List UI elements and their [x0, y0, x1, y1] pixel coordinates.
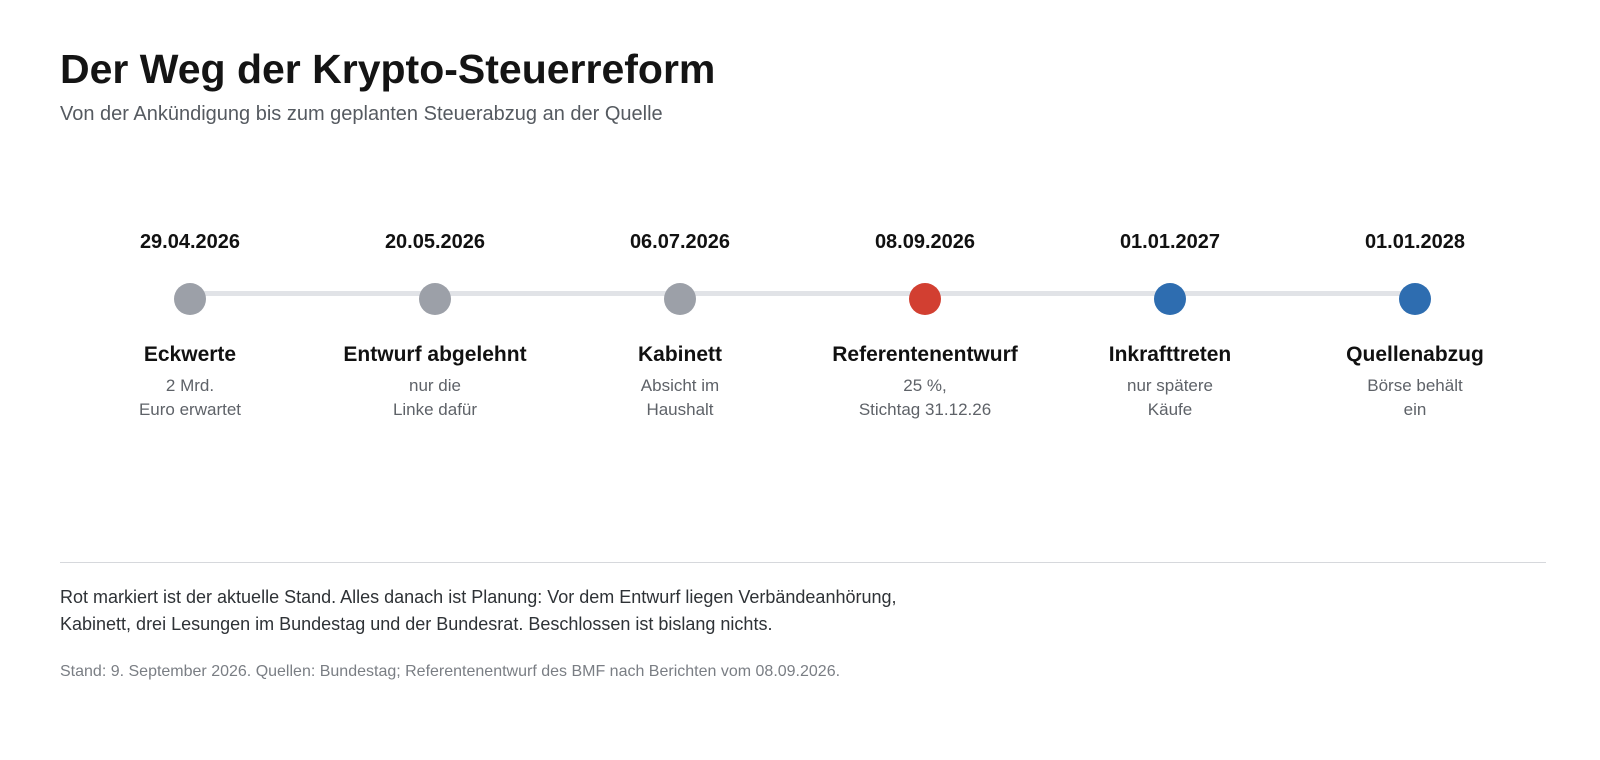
timeline-step-entwurf-abgelehnt: 20.05.2026 Entwurf abgelehnt nur die Lin…	[315, 225, 555, 422]
step-note-line: Käufe	[1147, 400, 1193, 419]
step-note-line: Stichtag 31.12.26	[858, 400, 992, 419]
step-note-line: 2 Mrd.	[165, 376, 215, 395]
step-note-line: Absicht im	[640, 376, 720, 395]
page-title: Der Weg der Krypto-Steuerreform	[60, 46, 716, 92]
step-marker	[1154, 283, 1186, 315]
page-subtitle: Von der Ankündigung bis zum geplanten St…	[60, 103, 663, 125]
step-note-line: Börse behält	[1367, 376, 1463, 395]
step-note-line: 25 %,	[903, 376, 947, 395]
step-label: Entwurf abgelehnt	[343, 343, 527, 366]
step-note: 2 Mrd. Euro erwartet	[70, 374, 310, 422]
step-label: Referentenentwurf	[832, 343, 1018, 366]
step-label: Kabinett	[638, 343, 722, 366]
step-note: nur die Linke dafür	[315, 374, 555, 422]
note-line: Rot markiert ist der aktuelle Stand. All…	[60, 587, 897, 607]
step-label: Inkrafttreten	[1108, 343, 1232, 366]
timeline-track	[190, 291, 1416, 296]
step-note-line: nur die	[409, 376, 461, 395]
step-note-line: Linke dafür	[392, 400, 478, 419]
step-note: Börse behält ein	[1295, 374, 1535, 422]
timeline: 29.04.2026 Eckwerte 2 Mrd. Euro erwartet…	[0, 225, 1600, 445]
step-date: 20.05.2026	[384, 231, 486, 253]
step-note: Absicht im Haushalt	[560, 374, 800, 422]
step-label: Eckwerte	[143, 343, 237, 366]
timeline-step-kabinett: 06.07.2026 Kabinett Absicht im Haushalt	[560, 225, 800, 422]
timeline-step-eckwerte: 29.04.2026 Eckwerte 2 Mrd. Euro erwartet	[70, 225, 310, 422]
step-note-line: ein	[1403, 400, 1427, 419]
source-line: Stand: 9. September 2026. Quellen: Bunde…	[60, 663, 841, 680]
step-date: 06.07.2026	[629, 231, 731, 253]
step-note-line: Euro erwartet	[138, 400, 242, 419]
step-date: 08.09.2026	[874, 231, 976, 253]
step-label: Quellenabzug	[1346, 343, 1484, 366]
step-note: nur spätere Käufe	[1050, 374, 1290, 422]
step-note: 25 %, Stichtag 31.12.26	[805, 374, 1045, 422]
note-line: Kabinett, drei Lesungen im Bundestag und…	[60, 614, 773, 634]
explanatory-note: Rot markiert ist der aktuelle Stand. All…	[60, 584, 1020, 638]
step-marker	[419, 283, 451, 315]
step-note-line: Haushalt	[646, 400, 714, 419]
step-marker	[1399, 283, 1431, 315]
timeline-step-referentenentwurf: 08.09.2026 Referentenentwurf 25 %, Stich…	[805, 225, 1045, 422]
step-date: 29.04.2026	[139, 231, 241, 253]
step-date: 01.01.2028	[1364, 231, 1466, 253]
step-date: 01.01.2027	[1119, 231, 1221, 253]
timeline-step-quellenabzug: 01.01.2028 Quellenabzug Börse behält ein	[1295, 225, 1535, 422]
timeline-step-inkrafttreten: 01.01.2027 Inkrafttreten nur spätere Käu…	[1050, 225, 1290, 422]
footer-divider	[60, 562, 1546, 563]
step-marker	[174, 283, 206, 315]
step-marker	[909, 283, 941, 315]
step-marker	[664, 283, 696, 315]
step-note-line: nur spätere	[1127, 376, 1213, 395]
